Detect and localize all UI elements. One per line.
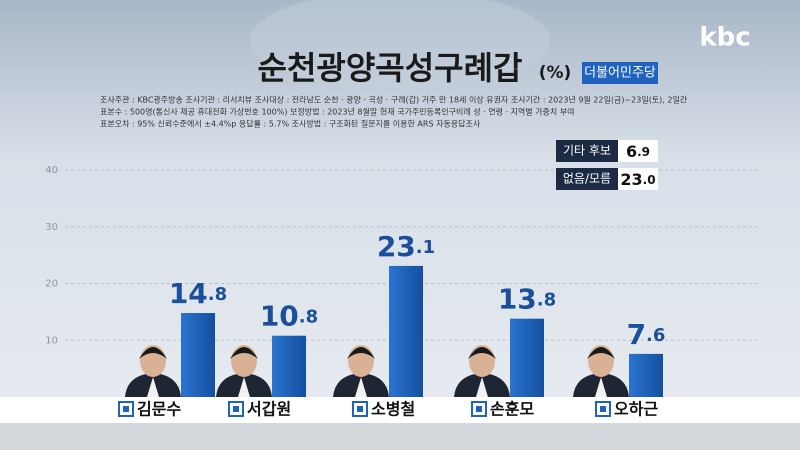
value-label: 10.8 bbox=[260, 300, 318, 333]
candidate-hair bbox=[347, 347, 375, 359]
survey-note: 표본오차 : 95% 신뢰수준에서 ±4.4%p 응답률 : 5.7% 조사방법… bbox=[100, 119, 481, 129]
bar bbox=[629, 353, 663, 397]
bottom-strip bbox=[0, 423, 800, 450]
y-tick-label: 10 bbox=[45, 335, 58, 346]
unit: (%) bbox=[539, 63, 572, 83]
y-tick-label: 30 bbox=[45, 222, 58, 233]
value-label: 13.8 bbox=[498, 283, 556, 316]
x-tick-label: 서갑원 bbox=[247, 400, 291, 419]
candidate-shirt bbox=[238, 377, 250, 397]
other-value: 23.0 bbox=[620, 170, 655, 189]
other-label: 없음/모름 bbox=[563, 172, 611, 186]
other-value: 6.9 bbox=[626, 142, 650, 161]
other-label-box bbox=[556, 140, 618, 162]
survey-note: 표본수 : 500명(통신사 제공 휴대전화 가상번호 100%) 보정방법 :… bbox=[100, 107, 575, 117]
building-bg bbox=[250, 0, 550, 90]
bar bbox=[272, 335, 306, 397]
other-label: 기타 후보 bbox=[563, 144, 611, 158]
x-tick-label: 소병철 bbox=[371, 400, 415, 419]
candidate-shirt bbox=[355, 377, 367, 397]
candidate-hair bbox=[587, 347, 615, 359]
other-value-box bbox=[618, 168, 658, 190]
party-icon-inner bbox=[476, 406, 482, 412]
value-label: 14.8 bbox=[169, 277, 227, 310]
candidate-hair bbox=[139, 347, 167, 359]
bar bbox=[510, 318, 544, 397]
other-value-box bbox=[618, 140, 658, 162]
bar bbox=[389, 265, 423, 397]
survey-note: 조사주관 : KBC광주방송 조사기관 : 리서치뷰 조사대상 : 전라남도 순… bbox=[100, 95, 688, 105]
value-label: 7.6 bbox=[627, 318, 666, 351]
logo: kbc bbox=[699, 23, 750, 53]
value-label: 23.1 bbox=[377, 230, 435, 263]
x-tick-label: 오하근 bbox=[614, 400, 658, 419]
party-icon-inner bbox=[357, 406, 363, 412]
chart-title: 순천광양곡성구례갑 bbox=[258, 49, 523, 87]
party-label: 더불어민주당 bbox=[584, 66, 656, 81]
x-tick-label: 손훈모 bbox=[490, 400, 534, 419]
y-tick-label: 20 bbox=[45, 279, 58, 290]
candidate-shirt bbox=[147, 377, 159, 397]
x-tick-label: 김문수 bbox=[137, 400, 181, 419]
other-label-box bbox=[556, 168, 618, 190]
y-tick-label: 40 bbox=[45, 165, 58, 176]
party-icon-inner bbox=[233, 406, 239, 412]
bar bbox=[181, 313, 215, 397]
party-tag bbox=[582, 62, 658, 84]
party-icon-inner bbox=[600, 406, 606, 412]
party-icon-inner bbox=[123, 406, 129, 412]
candidate-shirt bbox=[595, 377, 607, 397]
candidate-shirt bbox=[476, 377, 488, 397]
candidate-hair bbox=[468, 347, 496, 359]
candidate-hair bbox=[230, 347, 258, 359]
